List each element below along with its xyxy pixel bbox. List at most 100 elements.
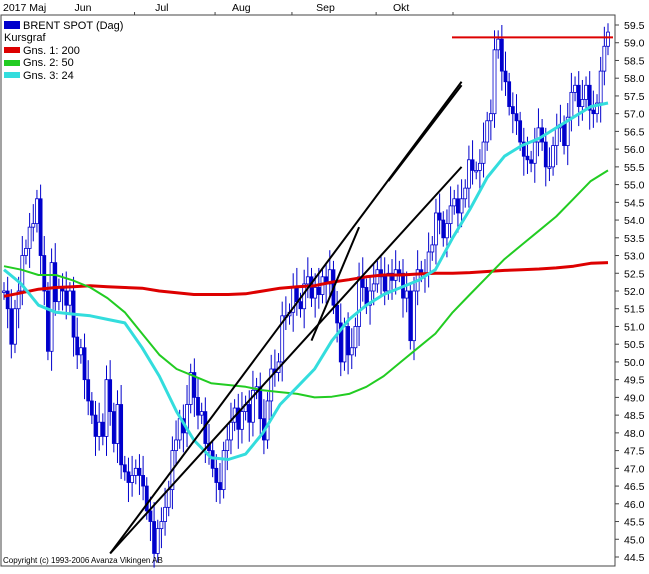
candle-body	[2, 290, 6, 293]
y-tick-label: 53.5	[624, 233, 645, 245]
y-tick-label: 55.0	[624, 180, 645, 192]
y-tick-label: 51.5	[624, 304, 645, 316]
candle-body	[20, 255, 25, 292]
candle-body	[525, 155, 530, 161]
candle-body	[9, 308, 14, 345]
y-tick-label: 58.0	[624, 73, 645, 85]
x-tick-label: Sep	[316, 2, 335, 14]
y-tick-label: 45.0	[624, 534, 645, 546]
ma24-line	[3, 101, 609, 461]
candle-body	[111, 411, 116, 444]
candle-body	[357, 276, 361, 327]
candle-body	[185, 404, 189, 434]
candle-body	[485, 120, 490, 143]
candle-body	[251, 389, 255, 423]
candle-body	[67, 290, 72, 306]
y-tick-label: 58.5	[624, 55, 645, 67]
candle-body	[379, 269, 383, 278]
candle-body	[404, 290, 409, 299]
candle-body	[13, 308, 17, 345]
candle-body	[452, 198, 457, 207]
candle-body	[126, 471, 131, 483]
candle-body	[53, 262, 58, 303]
y-tick-label: 51.0	[624, 321, 645, 333]
y-tick-label: 56.5	[624, 126, 645, 138]
x-tick-label: Jul	[155, 2, 168, 14]
candle-body	[488, 113, 493, 122]
candle-body	[35, 198, 39, 225]
legend-swatch-ma24	[4, 72, 20, 78]
legend-subtitle: Kursgraf	[4, 32, 47, 44]
candle-body	[510, 106, 515, 115]
candle-body	[174, 439, 178, 451]
candle-body	[474, 170, 479, 173]
candle-body	[382, 276, 387, 292]
candle-body	[177, 418, 182, 441]
candle-body	[496, 38, 501, 51]
y-tick-label: 46.0	[624, 499, 645, 511]
candle-body	[130, 475, 135, 483]
candle-body	[294, 287, 299, 303]
ma50-line	[3, 169, 609, 399]
legend-ma50-label: Gns. 2: 50	[23, 57, 74, 69]
candle-body	[144, 485, 149, 512]
candle-body	[466, 159, 471, 189]
y-tick-label: 49.0	[624, 392, 645, 404]
legend-title: BRENT SPOT (Dag)	[23, 20, 123, 32]
y-tick-label: 57.5	[624, 91, 645, 103]
candle-body	[280, 315, 285, 363]
candle-body	[587, 84, 592, 111]
candle-body	[38, 198, 43, 256]
candle-body	[532, 141, 537, 164]
candle-body	[335, 304, 340, 324]
candle-body	[75, 336, 80, 356]
candle-body	[591, 109, 596, 115]
candle-body	[218, 482, 222, 491]
y-tick-label: 48.0	[624, 428, 645, 440]
y-tick-label: 55.5	[624, 162, 645, 174]
candle-body	[371, 283, 376, 292]
candle-body	[338, 322, 343, 363]
y-tick-label: 48.5	[624, 410, 645, 422]
candle-body	[536, 127, 541, 143]
y-tick-label: 45.5	[624, 517, 645, 529]
candle-body	[221, 450, 226, 491]
candle-body	[342, 326, 347, 363]
candle-body	[100, 421, 105, 437]
candle-body	[507, 81, 512, 107]
trendline	[387, 84, 463, 182]
legend: BRENT SPOT (Dag) Kursgraf Gns. 1: 200 Gn…	[4, 20, 123, 82]
candle-body	[108, 379, 113, 412]
candle-body	[430, 244, 435, 253]
moving-averages-layer	[3, 101, 609, 461]
candle-body	[16, 290, 21, 310]
candle-body	[258, 386, 263, 420]
candle-body	[115, 404, 120, 444]
candle-body	[606, 31, 610, 47]
legend-swatch-ma200	[4, 47, 20, 53]
candle-body	[188, 372, 193, 405]
candle-body	[554, 127, 559, 146]
y-tick-label: 49.5	[624, 375, 645, 387]
candle-body	[408, 290, 413, 342]
x-tick-label: Jun	[75, 2, 92, 14]
candle-body	[119, 404, 124, 466]
candle-body	[42, 255, 47, 292]
candle-body	[445, 223, 449, 239]
candle-body	[441, 219, 446, 239]
candles-layer	[2, 23, 610, 568]
legend-swatch-price	[4, 21, 20, 29]
y-tick-label: 54.0	[624, 215, 645, 227]
candle-body	[133, 467, 138, 476]
y-tick-label: 47.0	[624, 463, 645, 475]
candle-body	[269, 368, 274, 402]
copyright-text: Copyright (c) 1993-2006 Avanza Vikingen …	[3, 556, 163, 565]
candle-body	[547, 166, 552, 169]
candle-body	[543, 141, 548, 168]
candle-body	[309, 276, 314, 299]
candle-body	[573, 84, 577, 93]
ma200-line	[3, 261, 609, 298]
candle-body	[584, 84, 588, 100]
candle-body	[602, 45, 607, 72]
